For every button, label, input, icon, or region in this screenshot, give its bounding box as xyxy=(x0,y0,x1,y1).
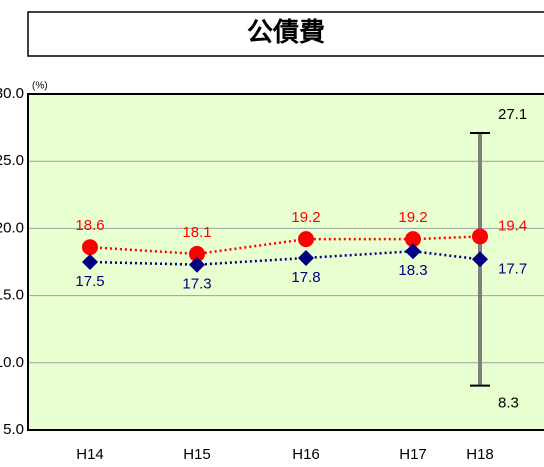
plot-area xyxy=(28,94,544,430)
plot-border xyxy=(27,93,544,431)
marker xyxy=(82,239,98,256)
x-tick-label: H14 xyxy=(76,446,104,463)
marker xyxy=(405,243,421,260)
marker xyxy=(189,245,205,262)
y-tick-label: 25.0 xyxy=(0,152,24,169)
data-label: 19.2 xyxy=(398,209,427,226)
y-tick-label: 20.0 xyxy=(0,219,24,236)
y-tick-label: 5.0 xyxy=(3,421,24,438)
y-tick-label: 30.0 xyxy=(0,85,24,102)
unit-label: (%) xyxy=(32,81,48,92)
y-tick-label: 10.0 xyxy=(0,354,24,371)
range-label: 27.1 xyxy=(498,106,527,123)
marker xyxy=(472,251,488,268)
data-label: 17.8 xyxy=(291,269,320,286)
data-label: 18.1 xyxy=(182,224,211,241)
data-label: 17.7 xyxy=(498,260,527,277)
x-tick-label: H16 xyxy=(292,446,320,463)
marker xyxy=(298,249,314,266)
marker xyxy=(82,254,98,270)
title-box xyxy=(27,11,544,57)
marker xyxy=(405,231,421,248)
data-label: 19.4 xyxy=(498,217,527,234)
data-label: 17.5 xyxy=(75,273,104,290)
series-line xyxy=(89,235,481,256)
data-label: 17.3 xyxy=(182,276,211,293)
y-tick-label: 15.0 xyxy=(0,287,24,304)
chart-title: 公債費 xyxy=(247,17,325,47)
x-tick-label: H15 xyxy=(183,446,211,463)
data-label: 18.3 xyxy=(398,262,427,279)
data-label: 18.6 xyxy=(75,217,104,234)
x-tick-label: H18 xyxy=(466,446,494,463)
x-tick-label: H17 xyxy=(399,446,427,463)
data-label: 19.2 xyxy=(291,209,320,226)
range-label: 8.3 xyxy=(498,395,519,412)
marker xyxy=(472,228,488,245)
marker xyxy=(298,231,314,248)
marker xyxy=(189,256,205,273)
